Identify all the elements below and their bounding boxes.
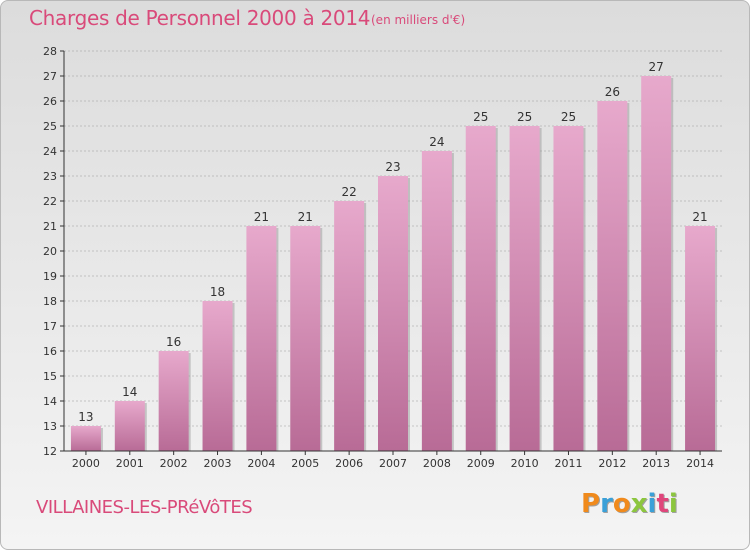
x-tick-label: 2003 [204,457,232,470]
logo-letter: t [656,489,669,519]
x-tick-label: 2012 [598,457,626,470]
data-label: 25 [561,110,576,124]
bar-2001 [114,401,145,451]
y-tick-label: 13 [43,420,57,433]
x-tick-label: 2004 [247,457,275,470]
logo-letter: i [668,489,678,519]
y-tick-label: 18 [43,295,57,308]
x-tick-label: 2013 [642,457,670,470]
axes: 12 13 14 15 16 17 18 19 20 21 22 23 24 25 26 27 28 2000 20… [43,45,722,470]
y-tick-label: 17 [43,320,57,333]
bar-2000 [70,426,101,451]
data-label: 25 [517,110,532,124]
data-label: 21 [692,210,707,224]
y-tick-label: 26 [43,95,57,108]
bar-2008 [421,151,452,451]
x-tick-label: 2000 [72,457,100,470]
logo-letter: i [647,489,657,519]
y-tick-label: 27 [43,70,57,83]
chart-title: Charges de Personnel 2000 à 2014 [29,6,371,30]
x-tick-label: 2005 [291,457,319,470]
chart-unit: (en milliers d'€) [371,13,466,27]
y-tick-label: 20 [43,245,57,258]
data-label: 18 [210,285,225,299]
bar-2009 [465,126,496,451]
x-tick-label: 2011 [554,457,582,470]
x-tick-label: 2008 [423,457,451,470]
y-tick-label: 22 [43,195,57,208]
x-tick-label: 2001 [116,457,144,470]
bar-2010 [509,126,540,451]
x-tick-label: 2007 [379,457,407,470]
data-label: 16 [166,335,181,349]
bar-2006 [334,201,365,451]
bar-2002 [158,351,189,451]
bar-2004 [246,226,277,451]
x-tick-label: 2006 [335,457,363,470]
x-tick-label: 2010 [511,457,539,470]
y-tick-label: 14 [43,395,57,408]
y-tick-label: 23 [43,170,57,183]
logo-letter: o [612,489,631,519]
bars: 13 14 16 18 21 21 22 23 24 25 25 25 26 27 21 [70,60,718,451]
logo-letter: r [600,489,613,519]
logo-letter: P [581,489,601,519]
bar-2003 [202,301,233,451]
data-label: 21 [254,210,269,224]
x-tick-label: 2002 [160,457,188,470]
y-tick-label: 21 [43,220,57,233]
bar-2011 [553,126,584,451]
y-tick-label: 24 [43,145,57,158]
data-label: 23 [385,160,400,174]
proxiti-logo[interactable]: Proxiti [581,489,678,519]
x-tick-label: 2014 [686,457,714,470]
data-label: 14 [122,385,137,399]
data-label: 27 [649,60,664,74]
bar-2013 [641,76,672,451]
data-label: 26 [605,85,620,99]
logo-letter: x [630,489,648,519]
data-label: 24 [429,135,444,149]
y-tick-label: 15 [43,370,57,383]
data-label: 21 [298,210,313,224]
x-tick-label: 2009 [467,457,495,470]
y-tick-label: 28 [43,45,57,58]
y-tick-label: 16 [43,345,57,358]
bar-2005 [290,226,321,451]
bar-2012 [597,101,628,451]
bar-2014 [685,226,716,451]
data-label: 13 [78,410,93,424]
data-label: 25 [473,110,488,124]
y-tick-label: 25 [43,120,57,133]
bar-2007 [378,176,408,451]
commune-name: VILLAINES-LES-PRéVôTES [36,497,253,518]
data-label: 22 [341,185,356,199]
y-tick-label: 19 [43,270,57,283]
y-tick-label: 12 [43,445,57,458]
